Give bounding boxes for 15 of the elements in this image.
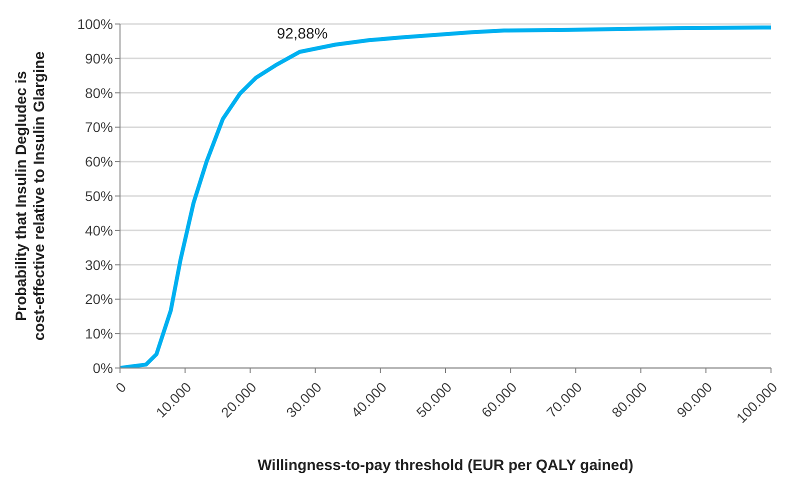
y-tick-label: 90% [84,50,113,66]
annotation: 92,88% [276,25,328,42]
y-tick-label: 70% [84,119,113,136]
y-tick-label: 20% [84,291,113,308]
y-tick-label: 10% [84,326,113,342]
y-tick-label: 100% [77,16,113,32]
y-tick-label: 30% [84,256,113,273]
x-axis-title: Willingness-to-pay threshold (EUR per QALY gained) [258,457,634,474]
y-tick-label: 60% [84,154,113,170]
y-tick-label: 80% [84,84,113,101]
y-tick-label: 50% [84,188,113,204]
y-tick-label: 0% [92,360,113,376]
y-axis-title: Probability that Insulin Degludec is cost-effective relative to Insulin Glargine [13,51,48,341]
x-tick-label: 0 [112,378,130,396]
y-tick-label: 40% [84,222,113,238]
